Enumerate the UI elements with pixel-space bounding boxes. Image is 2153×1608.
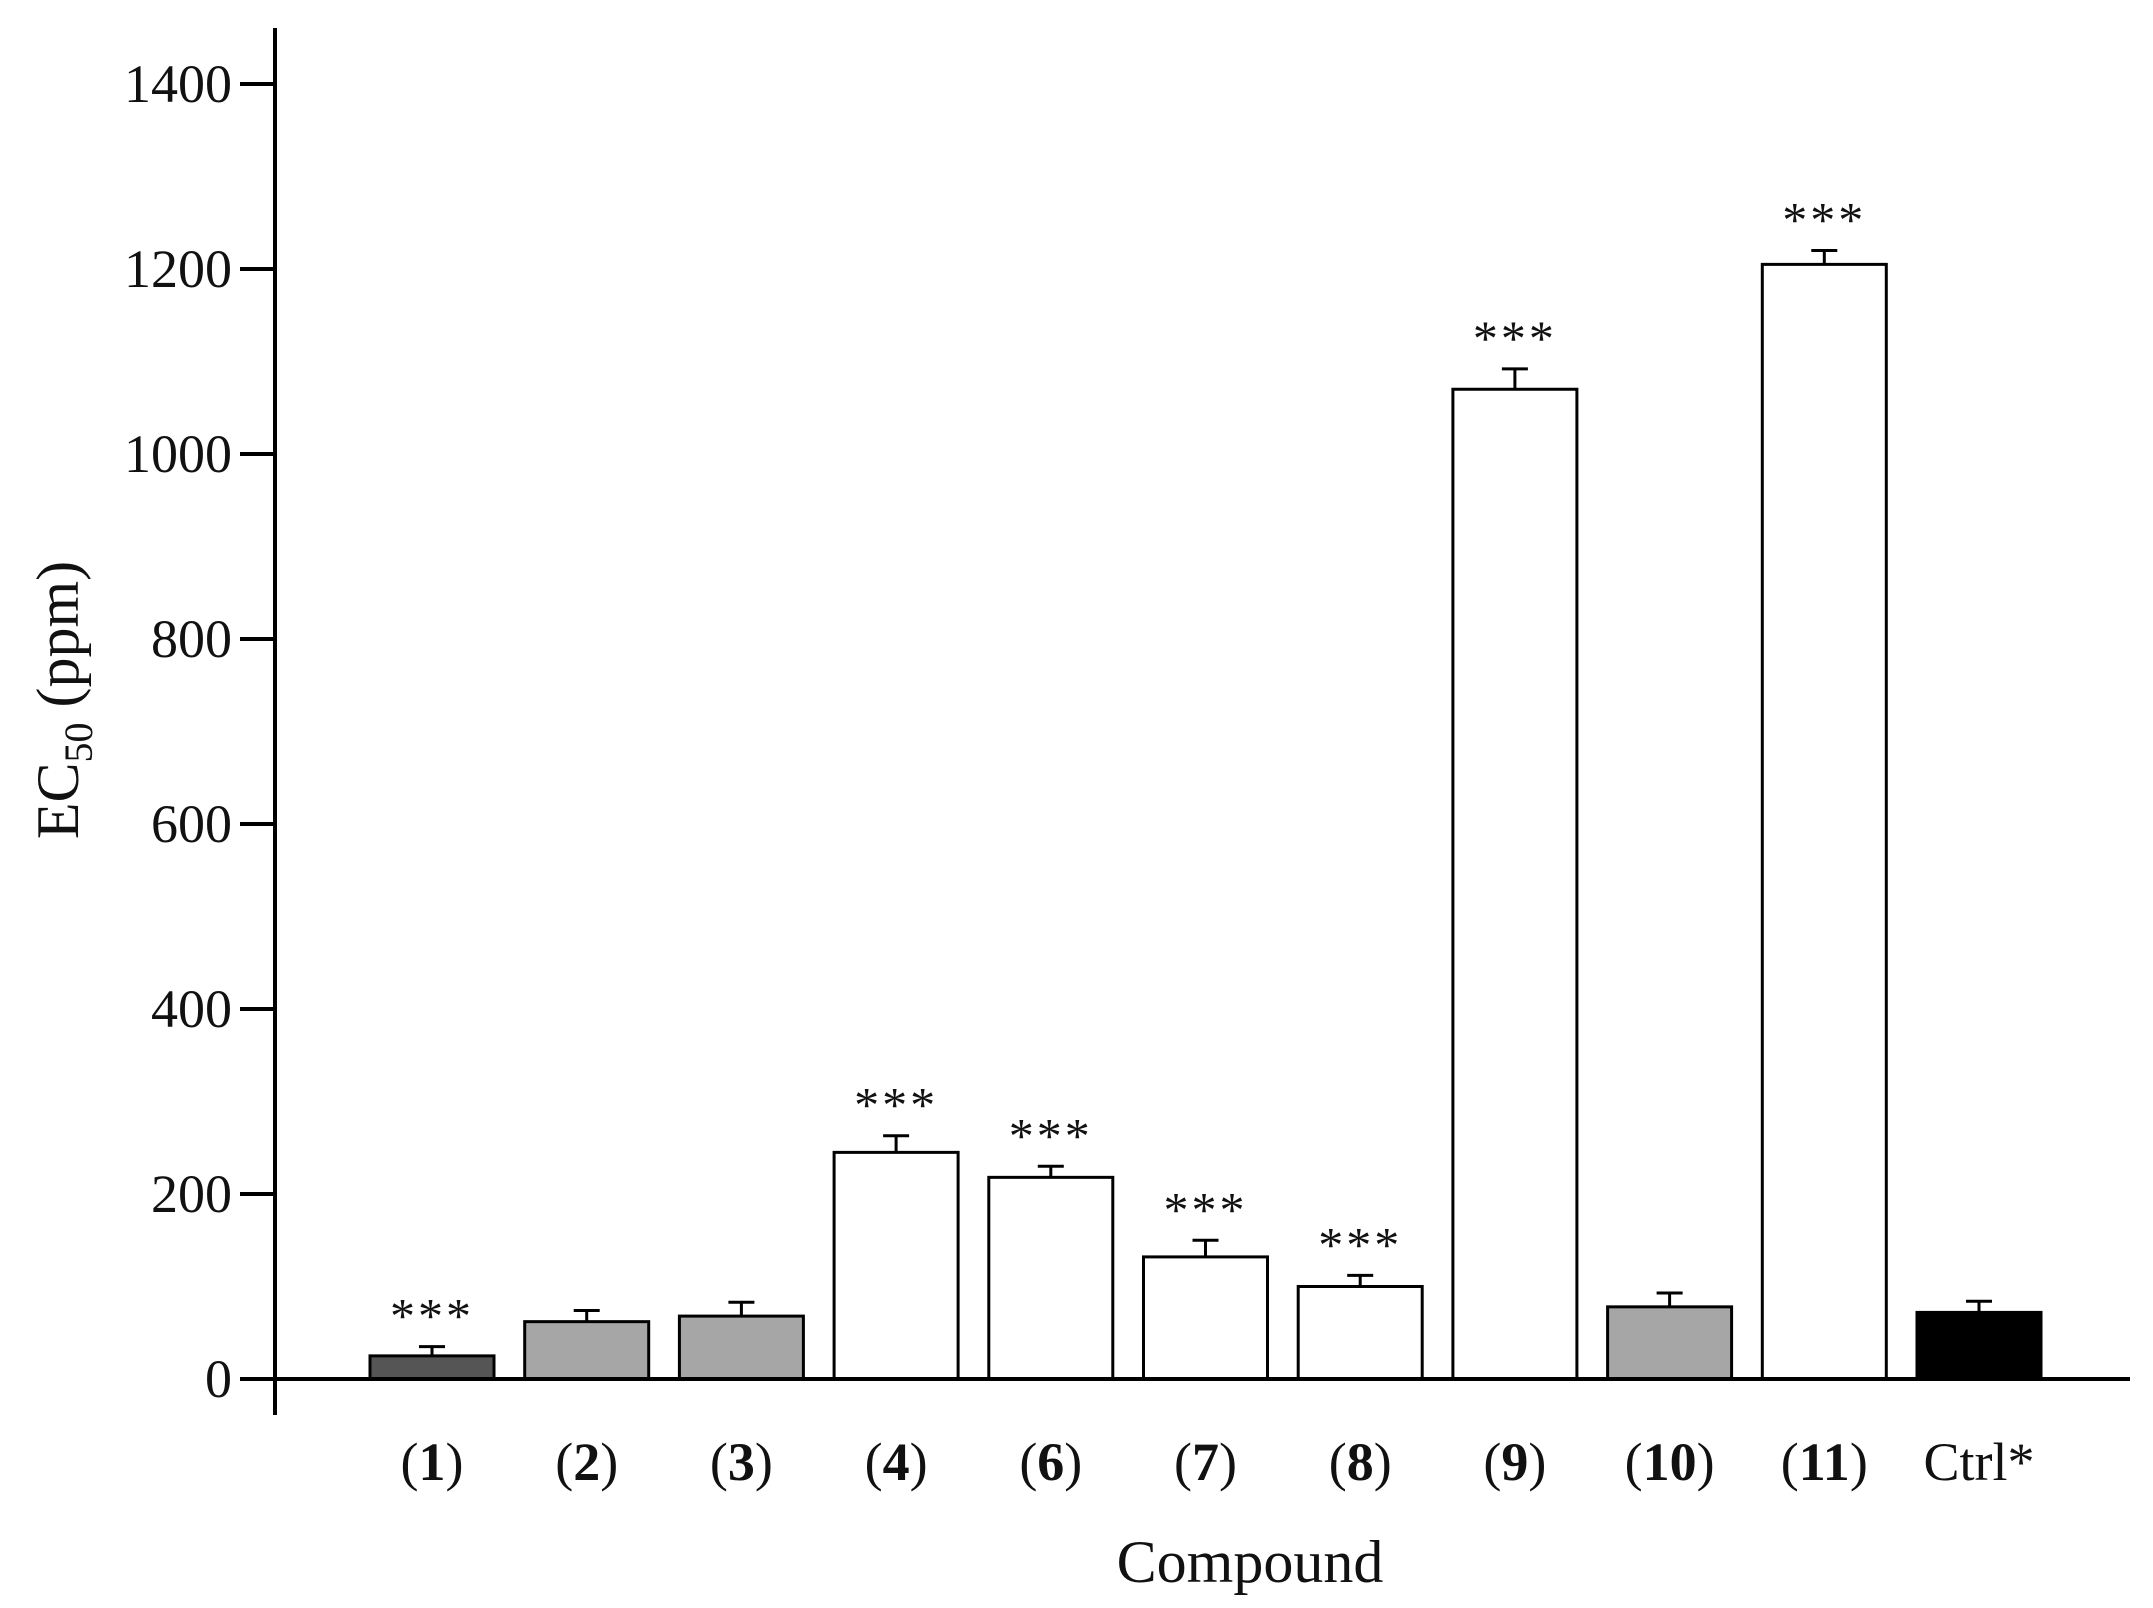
- significance-label: ***: [854, 1077, 938, 1133]
- significance-label: ***: [390, 1288, 474, 1344]
- significance-label: ***: [1009, 1107, 1093, 1163]
- x-category-label: (4): [865, 1432, 928, 1492]
- error-bars: [419, 249, 1992, 1356]
- y-axis-ticks: 0 200 400 600 800 1000 1200 1400: [124, 54, 275, 1409]
- y-tick-label: 600: [151, 794, 232, 854]
- x-category-label: (9): [1483, 1432, 1546, 1492]
- x-category-labels: (1) (2) (3) (4) (6) (7) (8) (9) (10) (11) Ctrl*: [401, 1432, 2035, 1492]
- significance-label: ***: [1473, 310, 1557, 366]
- significance-label: ***: [1164, 1181, 1248, 1237]
- x-category-label: (8): [1329, 1432, 1392, 1492]
- bar: [368, 1354, 496, 1381]
- y-tick-label: 400: [151, 979, 232, 1039]
- bars: [368, 262, 2043, 1381]
- bar: [1142, 1255, 1269, 1381]
- x-category-label: (7): [1174, 1432, 1237, 1492]
- y-tick-label: 1000: [124, 424, 232, 484]
- bar: [1760, 262, 1888, 1381]
- x-category-label: (3): [710, 1432, 773, 1492]
- x-category-label: (11): [1781, 1432, 1868, 1492]
- bar: [1606, 1305, 1734, 1381]
- bar: [677, 1314, 805, 1381]
- x-category-label: (10): [1625, 1432, 1715, 1492]
- y-tick-label: 200: [151, 1164, 232, 1224]
- y-tick-label: 1400: [124, 54, 232, 114]
- x-category-label: (6): [1019, 1432, 1082, 1492]
- x-category-label: Ctrl*: [1923, 1432, 2034, 1492]
- significance-label: ***: [1318, 1216, 1402, 1272]
- y-axis-title: EC50 (ppm): [25, 561, 101, 839]
- y-tick-label: 0: [205, 1349, 232, 1409]
- x-axis-title: Compound: [1117, 1529, 1384, 1595]
- y-tick-label: 800: [151, 609, 232, 669]
- x-category-label: (1): [401, 1432, 464, 1492]
- bar: [1915, 1310, 2043, 1381]
- bar: [987, 1175, 1115, 1381]
- significance-label: ***: [1782, 192, 1866, 248]
- bar: [1296, 1285, 1424, 1381]
- x-category-label: (2): [555, 1432, 618, 1492]
- bar: [1451, 387, 1579, 1381]
- bar: [523, 1320, 651, 1381]
- significance-labels: *** *** *** *** *** *** ***: [390, 192, 1866, 1344]
- bar: [832, 1150, 960, 1381]
- y-tick-label: 1200: [124, 239, 232, 299]
